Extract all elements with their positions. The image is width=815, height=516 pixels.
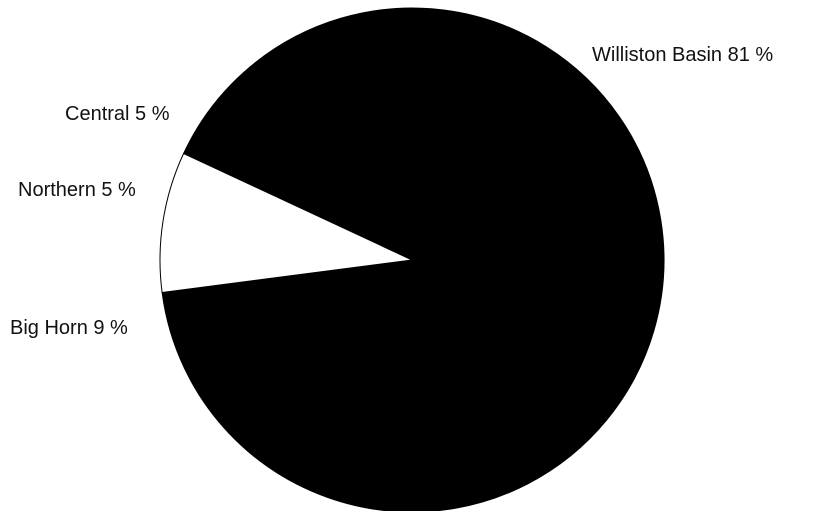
slice-label-williston-basin: Williston Basin 81 %: [592, 44, 773, 66]
pie-slice-big-horn: [159, 152, 414, 294]
slice-label-northern: Northern 5 %: [18, 179, 136, 201]
slice-label-big-horn: Big Horn 9 %: [10, 317, 128, 339]
slice-label-central: Central 5 %: [65, 103, 170, 125]
pie-labels: Williston Basin 81 % Central 5 % Northern …: [10, 44, 773, 339]
pie-slices: [159, 7, 665, 513]
